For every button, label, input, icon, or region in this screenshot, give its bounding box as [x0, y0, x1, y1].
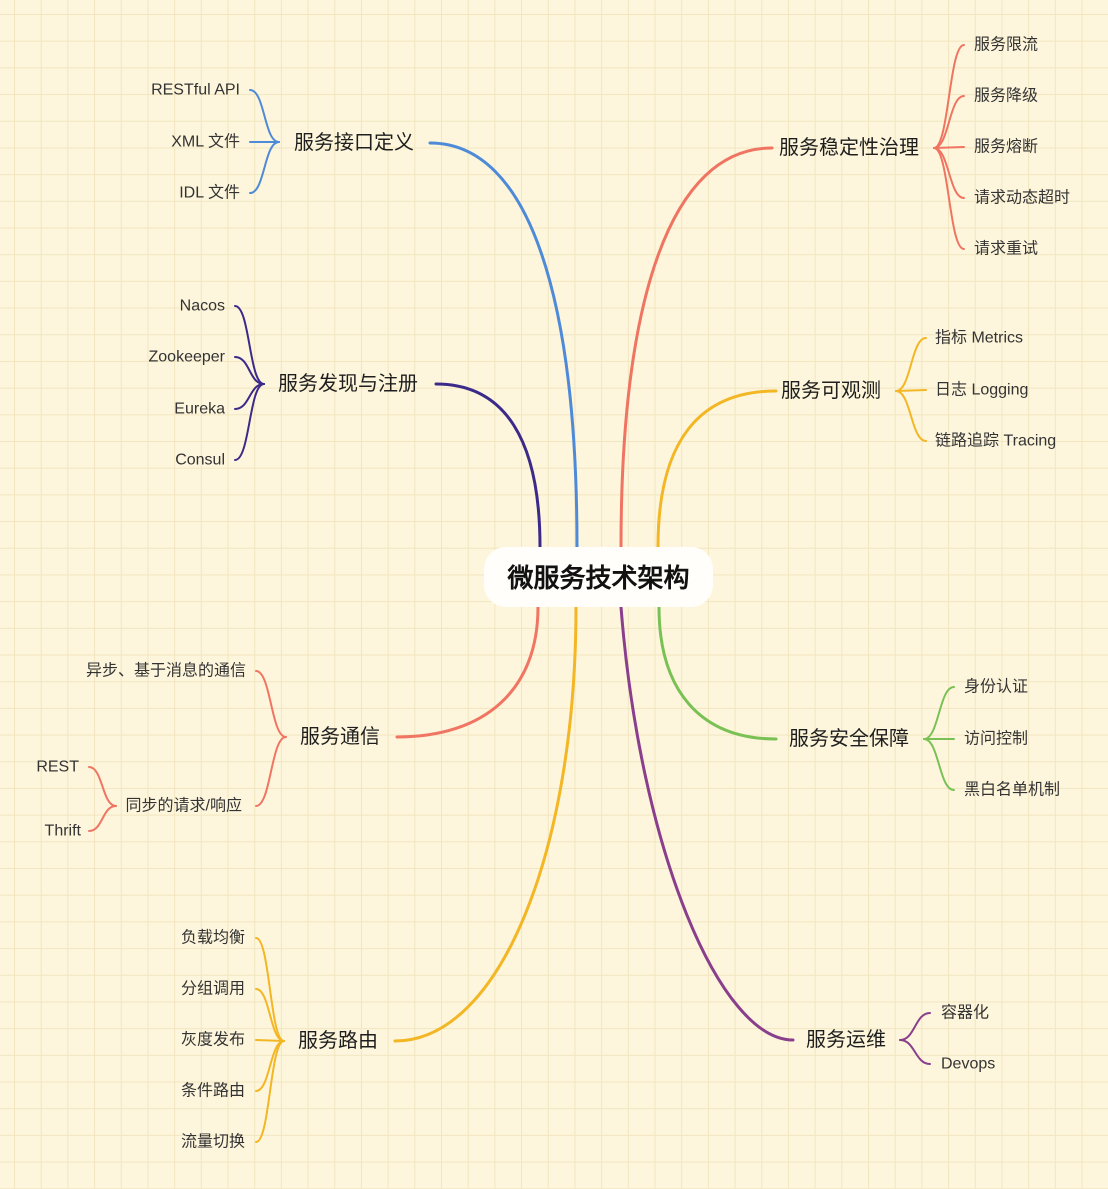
branch-stability-governance: 服务稳定性治理 服务限流 服务降级 服务熔断 请求动态超时 请求重试 [779, 36, 1070, 258]
fan-connector [255, 988, 285, 1042]
root-node: 微服务技术架构 [484, 547, 713, 607]
leaf-label: Devops [941, 1056, 995, 1073]
fan-connector [234, 305, 265, 385]
branch-label: 服务路由 [298, 1029, 378, 1052]
branch-label: 服务通信 [300, 725, 380, 748]
leaf-label: 条件路由 [181, 1082, 245, 1100]
fan-connector [933, 95, 965, 149]
leaf-label: 分组调用 [181, 980, 245, 998]
fan-connectors [923, 686, 955, 791]
branch-security: 服务安全保障 身份认证 访问控制 黑白名单机制 [789, 678, 1060, 799]
fan-connector [234, 356, 265, 385]
fan-connector [88, 805, 117, 832]
connector-security [657, 605, 778, 741]
subtopic-label: 同步的请求/响应 [126, 796, 242, 815]
branch-interface-definition: 服务接口定义 RESTful API XML 文件 IDL 文件 [151, 82, 414, 202]
connector-interface-definition [428, 141, 579, 549]
fan-connector [88, 766, 117, 807]
connector-observability [656, 389, 778, 549]
fan-connector [923, 686, 955, 740]
fan-connector [255, 1040, 285, 1092]
leaf-label: 流量切换 [181, 1133, 245, 1151]
leaf-label: 服务限流 [974, 36, 1038, 54]
branch-discovery-registration: 服务发现与注册 Nacos Zookeeper Eureka Consul [149, 298, 419, 469]
leaf-label: REST [36, 759, 79, 776]
leaf-label: 负载均衡 [181, 929, 245, 947]
leaf-label: Nacos [180, 298, 225, 315]
connector-routing [393, 605, 578, 1043]
leaf-label: Eureka [174, 401, 225, 418]
main-connectors [393, 141, 795, 1043]
branch-routing: 服务路由 负载均衡 分组调用 灰度发布 条件路由 流量切换 [181, 929, 378, 1151]
fan-connector [933, 146, 965, 149]
fan-connector [234, 383, 265, 461]
fan-connector [255, 937, 285, 1042]
fan-connectors [895, 337, 927, 442]
branch-label: 服务安全保障 [789, 727, 909, 750]
fan-connectors [234, 305, 265, 461]
leaf-label: 访问控制 [964, 730, 1028, 748]
leaf-label: 身份认证 [964, 678, 1028, 696]
leaf-label: 请求动态超时 [974, 189, 1070, 207]
leaf-label: 灰度发布 [181, 1031, 245, 1049]
leaf-label: XML 文件 [171, 133, 240, 151]
leaf-label: 服务熔断 [974, 138, 1038, 156]
fan-connector [899, 1039, 931, 1065]
fan-connector [933, 44, 965, 149]
leaf-label: 请求重试 [974, 240, 1038, 258]
leaf-label: 日志 Logging [935, 381, 1028, 399]
leaf-label: 容器化 [941, 1004, 989, 1022]
fan-connectors [933, 44, 965, 250]
leaf-label: IDL 文件 [179, 184, 240, 202]
fan-connector [255, 670, 287, 738]
root-node-box [484, 547, 713, 607]
branch-label: 服务接口定义 [294, 131, 414, 154]
leaf-label: Thrift [45, 823, 82, 840]
fan-connector [933, 147, 965, 250]
sub-fan-connectors [88, 766, 117, 832]
fan-connectors [249, 89, 280, 194]
leaf-label: Consul [175, 452, 225, 469]
connector-operations [619, 605, 795, 1042]
fan-connectors [255, 670, 287, 807]
connector-communication [395, 605, 540, 739]
branch-communication: 服务通信 异步、基于消息的通信 同步的请求/响应 REST Thrift [36, 662, 380, 840]
leaf-label: 异步、基于消息的通信 [86, 662, 246, 680]
leaf-label: 指标 Metrics [935, 329, 1023, 347]
fan-connector [255, 1040, 285, 1143]
leaf-label: Zookeeper [149, 349, 226, 366]
leaf-label: 服务降级 [974, 87, 1038, 105]
fan-connector [255, 1039, 285, 1042]
fan-connector [249, 89, 280, 143]
fan-connector [923, 738, 955, 791]
branch-label: 服务可观测 [781, 379, 881, 402]
leaf-label: RESTful API [151, 82, 240, 99]
fan-connector [249, 141, 280, 194]
fan-connectors [255, 937, 285, 1143]
connector-discovery-registration [434, 382, 542, 549]
fan-connector [895, 390, 927, 442]
fan-connector [933, 147, 965, 199]
branch-label: 服务稳定性治理 [779, 136, 919, 159]
branch-label: 服务运维 [806, 1028, 886, 1051]
branch-label: 服务发现与注册 [278, 372, 418, 395]
fan-connectors [899, 1012, 931, 1065]
connector-stability-governance [619, 146, 774, 549]
branch-operations: 服务运维 容器化 Devops [806, 1004, 995, 1073]
leaf-label: 黑白名单机制 [964, 781, 1060, 799]
fan-connector [899, 1012, 931, 1041]
fan-connector [895, 337, 927, 392]
fan-connector [255, 736, 287, 807]
fan-connector [895, 389, 927, 392]
leaf-label: 链路追踪 Tracing [935, 432, 1056, 450]
root-node-label: 微服务技术架构 [506, 563, 689, 593]
branch-observability: 服务可观测 指标 Metrics 日志 Logging 链路追踪 Tracing [781, 329, 1056, 450]
